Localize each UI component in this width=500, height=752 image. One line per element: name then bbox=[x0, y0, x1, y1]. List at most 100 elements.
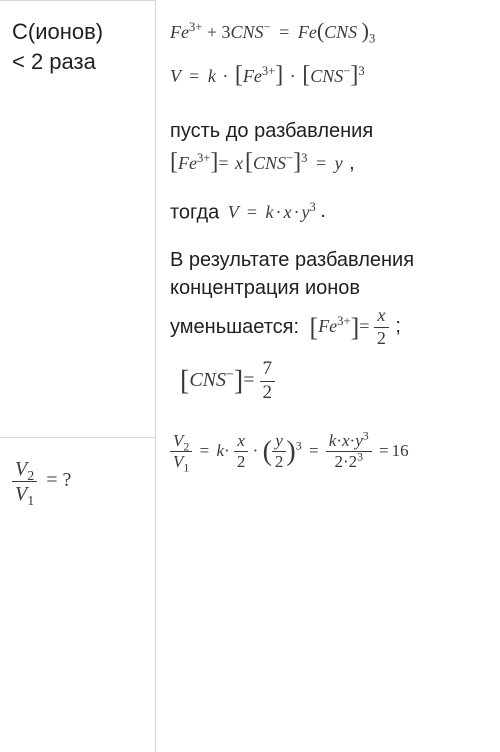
dot-4: · bbox=[294, 202, 300, 222]
br-r-1: ] bbox=[275, 62, 283, 88]
dot-1: · bbox=[222, 66, 228, 86]
dot-5: · bbox=[224, 441, 230, 460]
eq-6: = bbox=[359, 316, 369, 336]
v2-num-sub: 2 bbox=[183, 439, 189, 453]
eq-10: = bbox=[379, 441, 389, 460]
k-sym: k bbox=[208, 66, 216, 86]
eq-sign-2: = bbox=[189, 66, 199, 86]
dot-6: · bbox=[253, 441, 259, 460]
y-num-2: y bbox=[355, 431, 363, 450]
br-l-1: [ bbox=[235, 62, 243, 88]
comma-1: , bbox=[349, 152, 355, 174]
br-r-5: ] bbox=[351, 313, 360, 342]
y-sym: y bbox=[335, 153, 343, 173]
cns-3: CNS bbox=[253, 153, 286, 173]
eq-reaction: Fe3+ + 3CNS− = Fe(CNS )3 bbox=[170, 18, 488, 44]
x-num-2: x bbox=[342, 431, 350, 450]
period-1: . bbox=[320, 200, 326, 222]
dot-2: · bbox=[290, 66, 296, 86]
solution-column: Fe3+ + 3CNS− = Fe(CNS )3 V = k · [Fe3+] … bbox=[156, 0, 500, 752]
fe-sym: Fe bbox=[170, 22, 189, 42]
pow3-2: 3 bbox=[301, 151, 307, 165]
pow3-3: 3 bbox=[310, 200, 316, 214]
two-den-2: 2 bbox=[272, 452, 287, 472]
v2-sym: V bbox=[15, 458, 27, 480]
x-over-2-den: 2 bbox=[374, 328, 389, 349]
paren-r: ) bbox=[362, 18, 369, 43]
text-before-dilution: пусть до разбавления bbox=[170, 117, 488, 145]
eq-4: = bbox=[316, 153, 326, 173]
semicolon-1: ; bbox=[395, 315, 401, 337]
fe-2: Fe bbox=[243, 66, 262, 86]
find-cell: V2 V1 = ? bbox=[0, 438, 155, 505]
eq-9: = bbox=[309, 441, 319, 460]
x-2: x bbox=[284, 202, 292, 222]
cns-charge: − bbox=[264, 20, 271, 34]
y-num: y bbox=[272, 432, 287, 453]
v2-sub: 2 bbox=[27, 469, 34, 484]
stoich-3: 3 bbox=[369, 32, 375, 46]
cns-sym: CNS bbox=[231, 22, 264, 42]
br-r-4: ] bbox=[293, 149, 301, 175]
v1-sub: 1 bbox=[27, 494, 34, 509]
text-result: В результате разбавления концентрация ио… bbox=[170, 246, 488, 302]
text-then: тогда bbox=[170, 201, 219, 223]
pow3-5: 3 bbox=[363, 428, 369, 442]
cns-charge-4: − bbox=[226, 367, 234, 382]
paren-r-2: ) bbox=[286, 436, 295, 467]
x-over-2-num: x bbox=[374, 306, 389, 328]
seven-over-2-num: 7 bbox=[260, 359, 276, 382]
pow3-6: 3 bbox=[357, 450, 363, 464]
fe-prod: Fe bbox=[298, 22, 317, 42]
fe-charge-4: 3+ bbox=[337, 314, 350, 328]
row-decrease: уменьшается: [Fe3+]= x 2 ; bbox=[170, 306, 488, 349]
pow3-4: 3 bbox=[296, 438, 302, 452]
eq-cns-half: [CNS−]= 7 2 bbox=[180, 359, 488, 404]
y-2: y bbox=[302, 202, 310, 222]
cns-2: CNS bbox=[310, 66, 343, 86]
k-3: k bbox=[216, 441, 224, 460]
eq-8: = bbox=[200, 441, 210, 460]
eq-sign: = bbox=[279, 22, 289, 42]
br-l-6: [ bbox=[180, 365, 189, 396]
x-num: x bbox=[234, 432, 249, 453]
two-den-4: 2 bbox=[349, 452, 358, 471]
br-r-6: ] bbox=[234, 365, 243, 396]
br-l-3: [ bbox=[170, 149, 178, 175]
eq-3: = bbox=[218, 153, 228, 173]
eq-5: = bbox=[247, 202, 257, 222]
eq-rate-law: V = k · [Fe3+] · [CNS−]3 bbox=[170, 62, 488, 89]
fe-charge-3: 3+ bbox=[197, 151, 210, 165]
given-cell: С(ионов) < 2 раза bbox=[0, 0, 155, 438]
paren-l-2: ( bbox=[263, 436, 272, 467]
page: С(ионов) < 2 раза V2 V1 = ? Fe3+ + 3CNS−… bbox=[0, 0, 500, 752]
k-2: k bbox=[266, 202, 274, 222]
v1-sym: V bbox=[15, 483, 27, 505]
fe-3: Fe bbox=[178, 153, 197, 173]
br-l-4: [ bbox=[245, 149, 253, 175]
given-line-2: < 2 раза bbox=[12, 47, 147, 77]
two-den-3: 2 bbox=[334, 452, 343, 471]
eq-final: V2 V1 = k· x 2 · ( y 2 )3 = k·x·y3 bbox=[170, 432, 488, 472]
v-sym-2: V bbox=[228, 202, 239, 222]
v2-num: V bbox=[173, 431, 183, 450]
cns-inner: CNS bbox=[324, 22, 357, 42]
eq-7: = bbox=[243, 369, 254, 391]
v1-den: V bbox=[173, 452, 183, 471]
given-line-1: С(ионов) bbox=[12, 17, 147, 47]
v-sym: V bbox=[170, 66, 181, 86]
given-column: С(ионов) < 2 раза V2 V1 = ? bbox=[0, 0, 156, 752]
seven-over-2-den: 2 bbox=[260, 382, 276, 404]
fe-4: Fe bbox=[318, 316, 337, 336]
eq-let: [Fe3+]= x[CNS−]3 = y , bbox=[170, 149, 488, 176]
plus-3: + 3 bbox=[207, 22, 231, 42]
find-question-mark: = ? bbox=[46, 469, 71, 491]
pow3-1: 3 bbox=[358, 64, 364, 78]
dot-3: · bbox=[276, 202, 282, 222]
find-expression: V2 V1 = ? bbox=[12, 469, 71, 491]
row-then: тогда V = k·x·y3 . bbox=[170, 200, 488, 224]
br-l-5: [ bbox=[310, 313, 319, 342]
cns-4: CNS bbox=[189, 369, 226, 391]
answer-16: 16 bbox=[392, 441, 409, 460]
v1-den-sub: 1 bbox=[183, 461, 189, 475]
